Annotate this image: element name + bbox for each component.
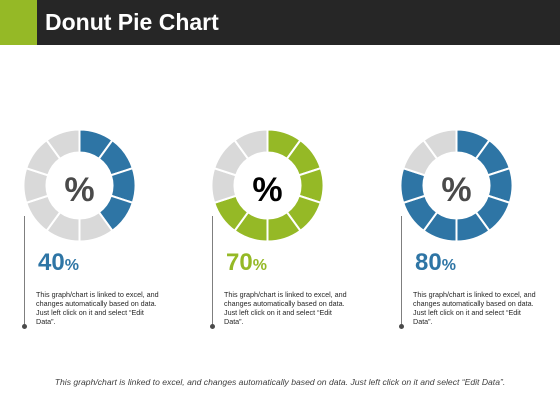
connector-dot-3 (399, 324, 404, 329)
donut-chart-1 (22, 128, 137, 243)
donut-chart-2 (210, 128, 325, 243)
page-title: Donut Pie Chart (45, 9, 219, 35)
value-number-2: 70 (226, 249, 253, 276)
donut-center-label-2: % (252, 171, 283, 209)
donut-3-segment-10 (422, 128, 458, 161)
connector-line-3 (401, 216, 402, 328)
value-unit-3: % (441, 257, 456, 274)
donut-center-label-3: % (441, 171, 472, 209)
value-label-1: 40% (38, 248, 79, 281)
connector-line-1 (24, 216, 25, 328)
header-accent-bar (0, 0, 37, 45)
description-1: This graph/chart is linked to excel, and… (36, 290, 159, 326)
description-3: This graph/chart is linked to excel, and… (413, 290, 536, 326)
donut-panel-1: % 40% This graph/chart is linked to exce… (22, 120, 172, 340)
donut-2-segment-10 (233, 128, 269, 161)
footer-note: This graph/chart is linked to excel, and… (54, 377, 506, 387)
connector-dot-2 (210, 324, 215, 329)
value-unit-1: % (64, 257, 79, 274)
value-number-3: 80 (415, 249, 442, 276)
value-label-3: 80% (415, 248, 456, 281)
donut-center-label-1: % (64, 171, 95, 209)
value-label-2: 70% (226, 248, 267, 281)
donut-chart-3 (399, 128, 514, 243)
connector-line-2 (212, 216, 213, 328)
header-bar: Donut Pie Chart (0, 0, 560, 45)
value-unit-2: % (252, 257, 267, 274)
description-2: This graph/chart is linked to excel, and… (224, 290, 347, 326)
value-number-1: 40 (38, 249, 65, 276)
connector-dot-1 (22, 324, 27, 329)
donut-panel-3: % 80% This graph/chart is linked to exce… (399, 120, 549, 340)
donut-1-segment-10 (45, 128, 81, 161)
donut-panel-2: % 70% This graph/chart is linked to exce… (210, 120, 360, 340)
